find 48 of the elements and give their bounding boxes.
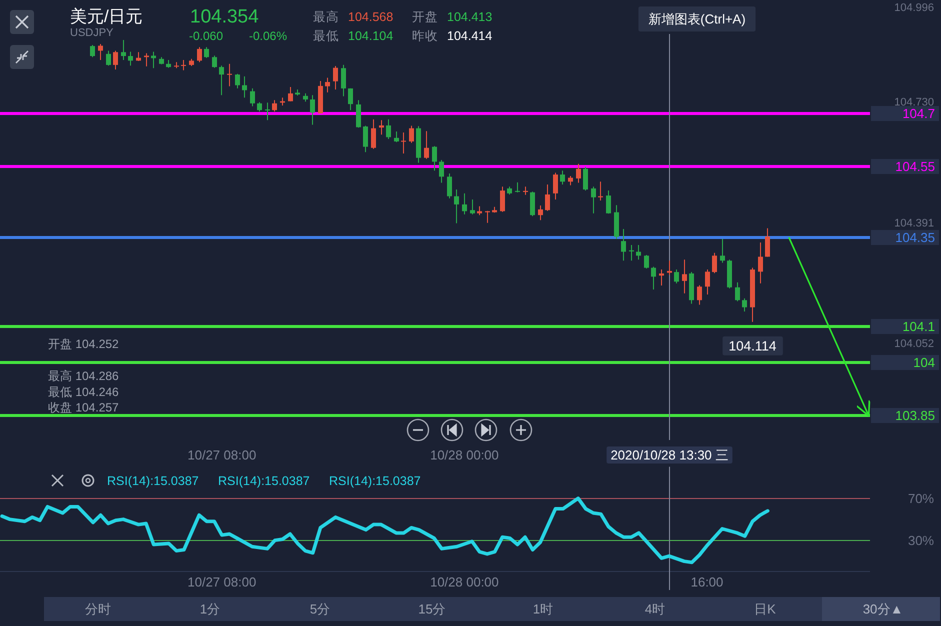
text: 分时 (85, 602, 111, 616)
text: 1时 (532, 602, 554, 616)
y-tick-label: 30% (908, 532, 934, 548)
annotation: -0.06% (249, 29, 288, 43)
annotation: 昨收 (412, 29, 438, 43)
y-tick-label: 104.730 (894, 96, 934, 109)
annotation: 最高 104.286 (48, 369, 120, 383)
text: 日K (754, 602, 776, 616)
ref-line-label: 103.85 (895, 408, 935, 423)
y-tick-label: 104.996 (894, 2, 934, 14)
annotation: 开盘 104.252 (48, 337, 120, 351)
ref-line-label: 104.7 (902, 106, 935, 121)
annotation: 最低 104.246 (48, 385, 120, 399)
text: 1分 (200, 602, 220, 616)
x-tick-label: 16:00 (690, 574, 724, 590)
x-tick-label: 10/27 08:00 (188, 448, 256, 462)
annotation: 104.354 (190, 6, 260, 28)
x-tick-label: 10/28 00:00 (430, 448, 499, 462)
annotation: RSI(14):15.0387 (107, 474, 199, 488)
ref-line-label: 104 (913, 355, 935, 370)
annotation: 104.414 (447, 29, 492, 43)
annotation: 新增图表(Ctrl+A) (648, 12, 746, 26)
annotation: -0.060 (189, 29, 224, 43)
x-tick-label: 10/27 08:00 (188, 574, 256, 590)
annotation: 最高 (313, 9, 339, 24)
text: 4时 (644, 602, 666, 616)
ref-line-label: 104.55 (895, 159, 935, 174)
annotation: 104.568 (348, 10, 394, 24)
annotation: 104.114 (728, 338, 777, 354)
y-tick-label: 104.052 (894, 338, 934, 350)
annotation: 104.104 (348, 29, 394, 43)
annotation: RSI(14):15.0387 (218, 474, 310, 488)
y-tick-label: 70% (908, 490, 934, 506)
ref-line-label: 2020/10/28 13:30 三 (610, 448, 728, 462)
annotation: USDJPY (70, 27, 114, 39)
ref-line-label: 104.1 (902, 319, 935, 334)
text: 15分 (418, 602, 446, 616)
annotation: 104.413 (447, 10, 492, 24)
ref-line-label: 104.35 (895, 230, 935, 245)
annotation: 美元/日元 (70, 7, 143, 26)
text: 30分▲ (862, 602, 904, 616)
text: 5分 (310, 602, 330, 616)
x-tick-label: 10/28 00:00 (430, 574, 499, 590)
annotation: 收盘 104.257 (48, 400, 120, 414)
y-tick-label: 104.391 (894, 217, 934, 230)
annotation: 开盘 (412, 10, 438, 24)
annotation: 最低 (313, 29, 339, 43)
annotation: RSI(14):15.0387 (329, 474, 421, 488)
